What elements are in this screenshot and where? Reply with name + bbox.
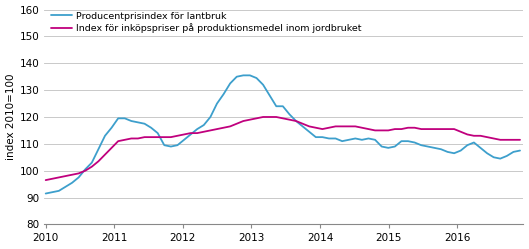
Producentprisindex för lantbruk xyxy=(148,126,154,129)
Line: Producentprisindex för lantbruk: Producentprisindex för lantbruk xyxy=(45,75,520,193)
Index för inköpspriser på produktionsmedel inom jordbruket xyxy=(42,179,49,182)
Index för inköpspriser på produktionsmedel inom jordbruket xyxy=(444,127,451,130)
Y-axis label: index 2010=100: index 2010=100 xyxy=(6,74,15,160)
Legend: Producentprisindex för lantbruk, Index för inköpspriser på produktionsmedel inom: Producentprisindex för lantbruk, Index f… xyxy=(49,10,364,35)
Producentprisindex för lantbruk xyxy=(517,149,523,152)
Producentprisindex för lantbruk xyxy=(286,113,293,116)
Index för inköpspriser på produktionsmedel inom jordbruket xyxy=(458,130,464,133)
Index för inköpspriser på produktionsmedel inom jordbruket xyxy=(260,116,266,119)
Line: Index för inköpspriser på produktionsmedel inom jordbruket: Index för inköpspriser på produktionsmed… xyxy=(45,117,520,180)
Producentprisindex för lantbruk xyxy=(200,124,207,126)
Producentprisindex för lantbruk xyxy=(240,74,247,77)
Index för inköpspriser på produktionsmedel inom jordbruket xyxy=(148,136,154,139)
Index för inköpspriser på produktionsmedel inom jordbruket xyxy=(200,130,207,133)
Producentprisindex för lantbruk xyxy=(444,150,451,153)
Producentprisindex för lantbruk xyxy=(42,192,49,195)
Producentprisindex för lantbruk xyxy=(458,149,464,152)
Index för inköpspriser på produktionsmedel inom jordbruket xyxy=(286,118,293,121)
Index för inköpspriser på produktionsmedel inom jordbruket xyxy=(517,138,523,141)
Index för inköpspriser på produktionsmedel inom jordbruket xyxy=(477,134,484,137)
Producentprisindex för lantbruk xyxy=(477,146,484,149)
